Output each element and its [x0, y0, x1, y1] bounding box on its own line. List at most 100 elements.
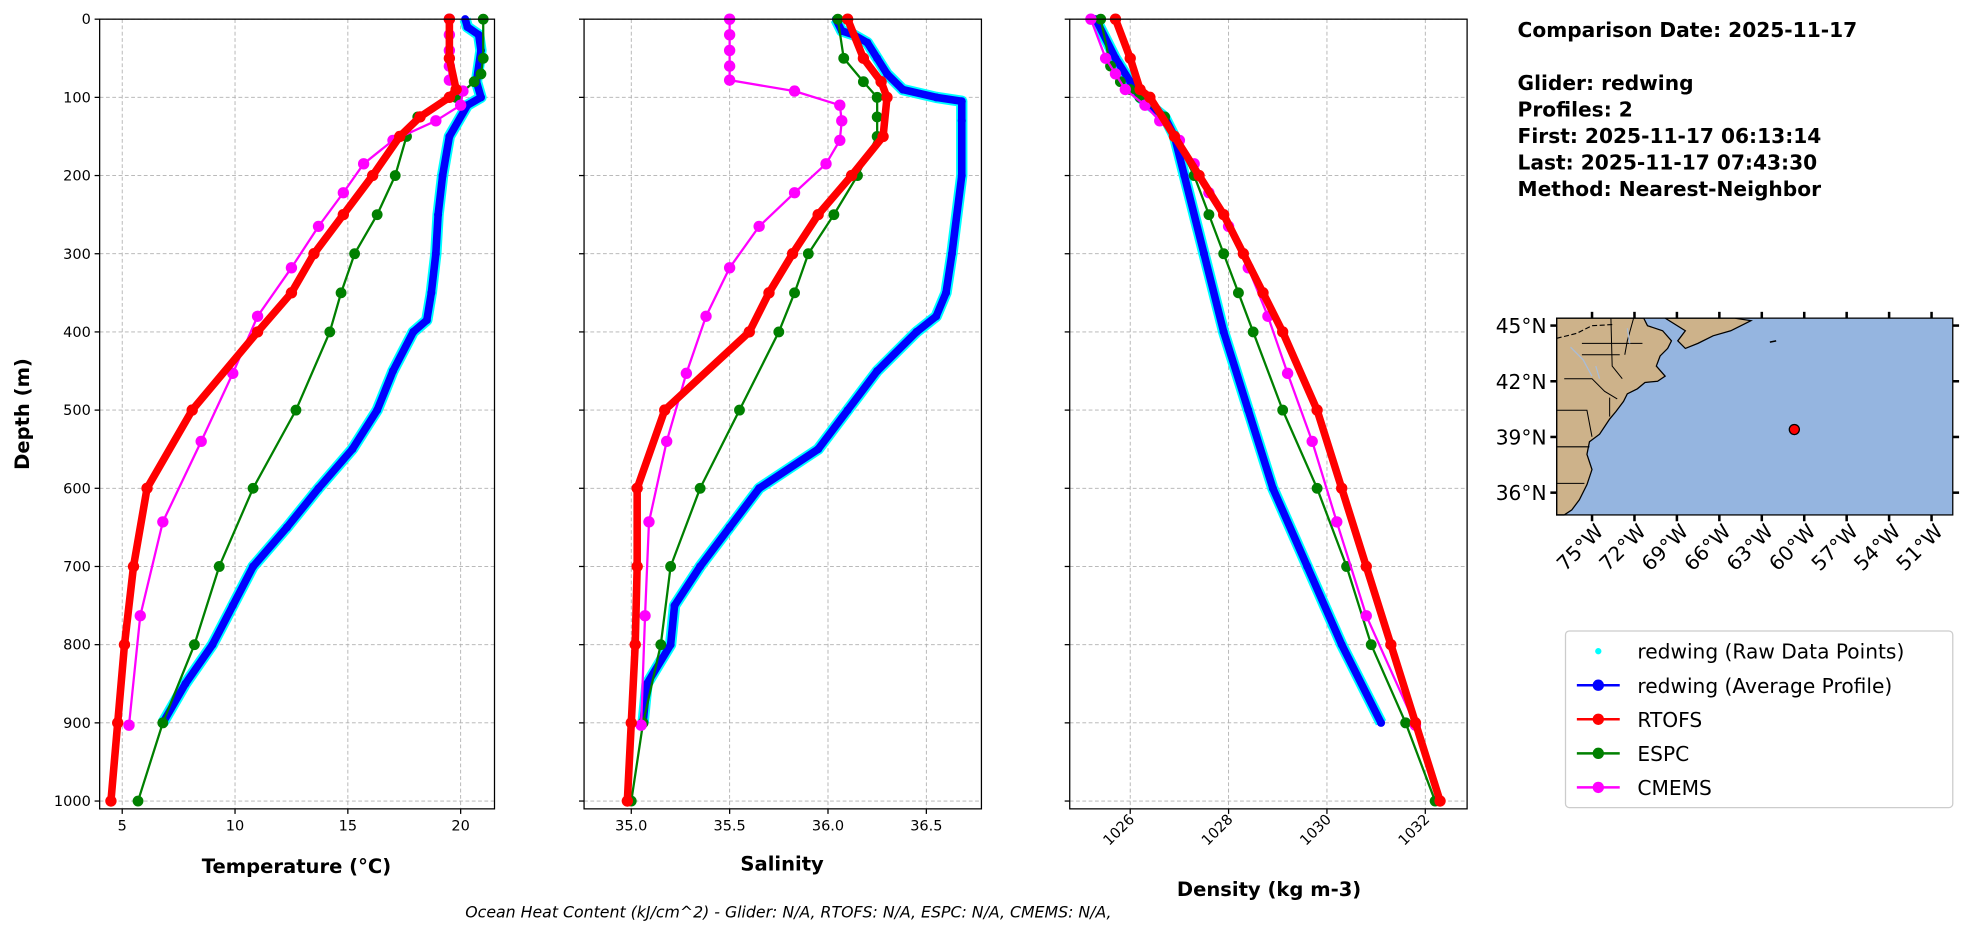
- x-tick-label: 5: [118, 818, 127, 834]
- rtofs-point: [308, 248, 320, 260]
- glider-point: [882, 69, 892, 78]
- espc-point: [247, 482, 259, 494]
- y-tick-label: 400: [63, 325, 91, 341]
- legend-label: redwing (Average Profile): [1637, 674, 1892, 698]
- glider-point: [666, 640, 675, 649]
- glider-point: [725, 523, 734, 532]
- espc-point: [188, 639, 200, 651]
- rtofs-point: [141, 482, 153, 494]
- espc-point: [132, 795, 144, 807]
- rtofs-point: [394, 130, 406, 143]
- cmems-point: [661, 435, 673, 448]
- glider-point: [873, 366, 882, 376]
- cmems-point: [643, 516, 655, 528]
- espc-point: [871, 111, 883, 123]
- glider-point: [463, 22, 472, 32]
- map-canada-border: [1556, 323, 1615, 339]
- rtofs-point: [1385, 638, 1397, 651]
- glider-point: [181, 679, 190, 688]
- x-tick-label: 1026: [1101, 812, 1138, 849]
- rtofs-point: [1257, 287, 1269, 299]
- lon-tick-label: 54°W: [1849, 519, 1905, 575]
- legend-marker: [1592, 781, 1604, 794]
- legend-marker: [1592, 713, 1604, 725]
- legend-entry-rtofs: RTOFS: [1576, 708, 1702, 732]
- lat-tick-label: 39°N: [1496, 426, 1547, 450]
- last-time: Last: 2025-11-17 07:43:30: [1518, 150, 1818, 174]
- temperature-axis-label: Temperature (°C): [202, 855, 391, 878]
- glider-point: [388, 366, 398, 376]
- legend-label: CMEMS: [1637, 776, 1711, 800]
- legend-entry-glider: redwing (Average Profile): [1576, 674, 1892, 698]
- espc-point: [1203, 209, 1215, 221]
- x-tick-label: 36.0: [812, 818, 844, 834]
- lat-tick-label: 42°N: [1496, 370, 1547, 394]
- y-tick-label: 200: [63, 169, 91, 185]
- lat-tick-label: 45°N: [1496, 314, 1547, 338]
- cmems-point: [337, 187, 350, 199]
- panel-density: 1026 1028 1030 1032: [1064, 13, 1468, 849]
- rtofs-point: [845, 169, 858, 182]
- cmems-point: [836, 115, 848, 127]
- x-tick-label: 1028: [1199, 812, 1236, 849]
- espc-point: [655, 639, 667, 651]
- location-map: 45°N 42°N 39°N 36°N75°W72°W69°W66°W63°W60°W…: [1496, 311, 1960, 576]
- espc-point: [1218, 248, 1230, 260]
- rtofs-point: [285, 287, 298, 299]
- cmems-point: [285, 262, 298, 274]
- lon-tick-label: 51°W: [1891, 519, 1947, 575]
- glider-point: [282, 523, 291, 532]
- espc-point: [1277, 404, 1289, 416]
- cmems-point: [1119, 83, 1131, 96]
- rtofs-point: [414, 111, 426, 123]
- cmems-point: [680, 367, 693, 380]
- espc-point: [857, 76, 869, 88]
- rtofs-point: [1434, 795, 1446, 807]
- rtofs-point: [112, 717, 124, 729]
- glider-point: [314, 484, 323, 493]
- cmems-point: [723, 29, 736, 41]
- rtofs-point: [366, 169, 379, 182]
- legend-entry-raw: redwing (Raw Data Points): [1595, 640, 1904, 664]
- cmems-point: [788, 187, 801, 199]
- glider-point: [1126, 77, 1135, 86]
- espc-point: [1232, 287, 1244, 299]
- espc-point: [789, 287, 800, 299]
- glider-position-marker[interactable]: [1788, 423, 1801, 436]
- cmems-point: [312, 220, 325, 233]
- espc-point: [389, 170, 401, 181]
- legend-label: redwing (Raw Data Points): [1637, 640, 1904, 664]
- profile-panels: 5 10 15 20010020030040050060070080090010003…: [54, 12, 1468, 849]
- rtofs-point: [1144, 91, 1156, 104]
- x-tick-label: 20: [451, 818, 469, 834]
- rtofs-point: [443, 52, 456, 64]
- rtofs-point: [743, 326, 755, 338]
- rtofs-point: [1409, 717, 1422, 729]
- espc-point: [1311, 482, 1323, 494]
- glider-point: [863, 38, 872, 47]
- espc-point: [1247, 326, 1259, 338]
- glider-point: [208, 640, 217, 649]
- cmems-point: [639, 610, 651, 622]
- glider-point: [1303, 562, 1312, 571]
- first-time: First: 2025-11-17 06:13:14: [1518, 124, 1822, 148]
- density-axis-label: Density (kg m-3): [1177, 878, 1361, 901]
- y-tick-label: 800: [63, 638, 91, 654]
- y-tick-label: 100: [63, 90, 91, 106]
- x-tick-label: 10: [226, 818, 244, 834]
- cmems-point: [195, 435, 207, 448]
- legend: redwing (Raw Data Points) redwing (Averag…: [1564, 630, 1954, 809]
- rtofs-point: [1134, 83, 1146, 96]
- legend-entry-espc: ESPC: [1576, 742, 1689, 766]
- legend-label: ESPC: [1637, 742, 1689, 766]
- rtofs-point: [631, 560, 643, 573]
- legend-frame: [1564, 630, 1954, 809]
- espc-point: [371, 209, 383, 221]
- map-land-us: [1556, 317, 1673, 516]
- glider-point: [1199, 249, 1209, 258]
- glider-point: [348, 445, 357, 454]
- espc-point: [468, 76, 480, 88]
- glider-point: [1180, 171, 1189, 180]
- profiles-count: Profiles: 2: [1518, 97, 1633, 121]
- glider-point: [434, 210, 443, 219]
